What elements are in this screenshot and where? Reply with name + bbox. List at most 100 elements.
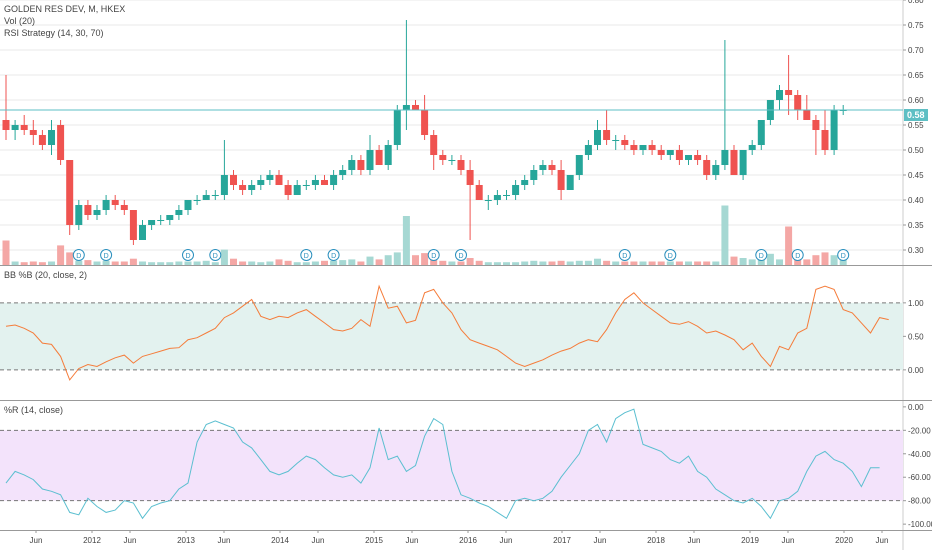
chart-legend: GOLDEN RES DEV, M, HKEX Vol (20) RSI Str… [4,3,125,39]
williams-r-tick-label: 0.00 [908,403,924,412]
volume-bar [275,259,283,265]
dividend-icon [455,249,467,261]
volume-bar [248,261,256,265]
williams-r-tick-label: -80.00 [908,497,931,506]
candle-body [11,125,19,130]
price-axis[interactable]: 0.80 0.75 0.70 0.65 0.60 0.55 0.50 0.45 0.40 0.35… [903,0,924,255]
dividend-icon-glyph: D [795,253,800,260]
candle-body [739,150,747,175]
candle-body [666,150,674,155]
price-tick-label: 0.75 [908,21,924,30]
dividend-icon [791,249,804,261]
volume-bar [330,260,338,265]
time-tick-label: 2020 [835,536,853,545]
bb-legend[interactable]: BB %B (20, close, 2) [4,270,88,280]
candle-body [712,165,720,175]
volume-bar [475,260,483,265]
candle-body [157,220,165,221]
volume-bar [739,258,747,265]
volume-bar [157,262,165,265]
candle-body [776,90,783,100]
candle-body [129,210,137,240]
bb-panel[interactable]: 1.00 0.50 0.00 [0,284,924,381]
bb-percent-tick-label: 1.00 [908,299,924,308]
time-tick-label: 2012 [83,536,101,545]
volume-bar [776,259,783,265]
candle-body [57,125,65,160]
volume-bar [430,259,438,265]
candle-body [148,220,156,225]
volume-bar [211,262,219,265]
dividend-icon [300,249,313,261]
time-tick-label: Jun [782,536,795,545]
price-tick-label: 0.55 [908,121,924,130]
volume-bar [11,261,19,265]
rsi-legend[interactable]: RSI Strategy (14, 30, 70) [4,28,104,38]
candle-body [38,135,46,145]
symbol-title[interactable]: GOLDEN RES DEV, M, HKEX [4,4,126,14]
bb-percent-line [5,284,889,381]
volume-bar [675,261,683,265]
time-tick-label: Jun [312,536,325,545]
candle-body [612,140,620,141]
last-price-tag: 0.58 [904,109,928,121]
wr-legend[interactable]: %R (14, close) [4,405,64,415]
time-tick-label: Jun [594,536,607,545]
candle-body [93,210,101,215]
time-tick-label: Jun [876,536,889,545]
volume-bar [375,259,383,265]
volume-bar [266,261,274,265]
volume-bar [348,259,356,265]
candle-body [675,150,683,160]
volume-bar [594,258,601,265]
candle-body [621,140,629,145]
volume-bar [484,262,492,265]
price-tick-label: 0.70 [908,46,924,55]
price-tick-label: 0.65 [908,71,924,80]
volume-legend[interactable]: Vol (20) [4,16,36,26]
candle-body [102,200,110,210]
dividend-icon-glyph: D [668,253,673,260]
dividend-icon [427,249,440,261]
candle-body [594,130,601,145]
candle-body [803,110,811,120]
candles[interactable] [2,20,847,245]
dividend-icon-glyph: D [459,253,464,260]
time-tick-label: 2014 [271,536,289,545]
volume-bar [421,253,429,265]
volume-bar [357,261,365,265]
candle-body [603,130,611,140]
candle-body [657,150,665,155]
volume-bar [512,262,520,265]
volume-bar [2,240,10,265]
candle-body [639,145,647,150]
williams-r-tick-label: -20.00 [908,426,931,435]
candle-body [48,130,55,145]
volume-bar [539,261,547,265]
volume-bar [412,255,419,265]
volume-bar [384,255,392,265]
candle-body [311,180,319,185]
volume-bar [612,261,620,265]
time-axis[interactable]: Jun 2012 Jun 2013 Jun 2014 Jun 2015 Jun 2016 Jun 20… [30,530,889,545]
volume-bar [38,262,46,265]
time-tick-label: Jun [406,536,419,545]
time-tick-label: Jun [688,536,701,545]
volume-bar [448,261,456,265]
volume-bar [812,255,820,265]
volume-bar [730,256,738,265]
volume-bar [566,261,574,265]
volume-bar [184,261,192,265]
candle-body [120,205,128,210]
volume-bar [521,261,529,265]
volume-bar [139,261,146,265]
wr-panel[interactable]: 0.00 -20.00 -40.00 -60.00 -80.00 -100.00 [0,403,932,529]
time-tick-label: 2016 [459,536,477,545]
candle-body [484,200,492,201]
candle-body [721,150,729,165]
volume-bar [503,262,510,265]
candle-body [421,110,429,135]
volume-bar [721,205,729,265]
